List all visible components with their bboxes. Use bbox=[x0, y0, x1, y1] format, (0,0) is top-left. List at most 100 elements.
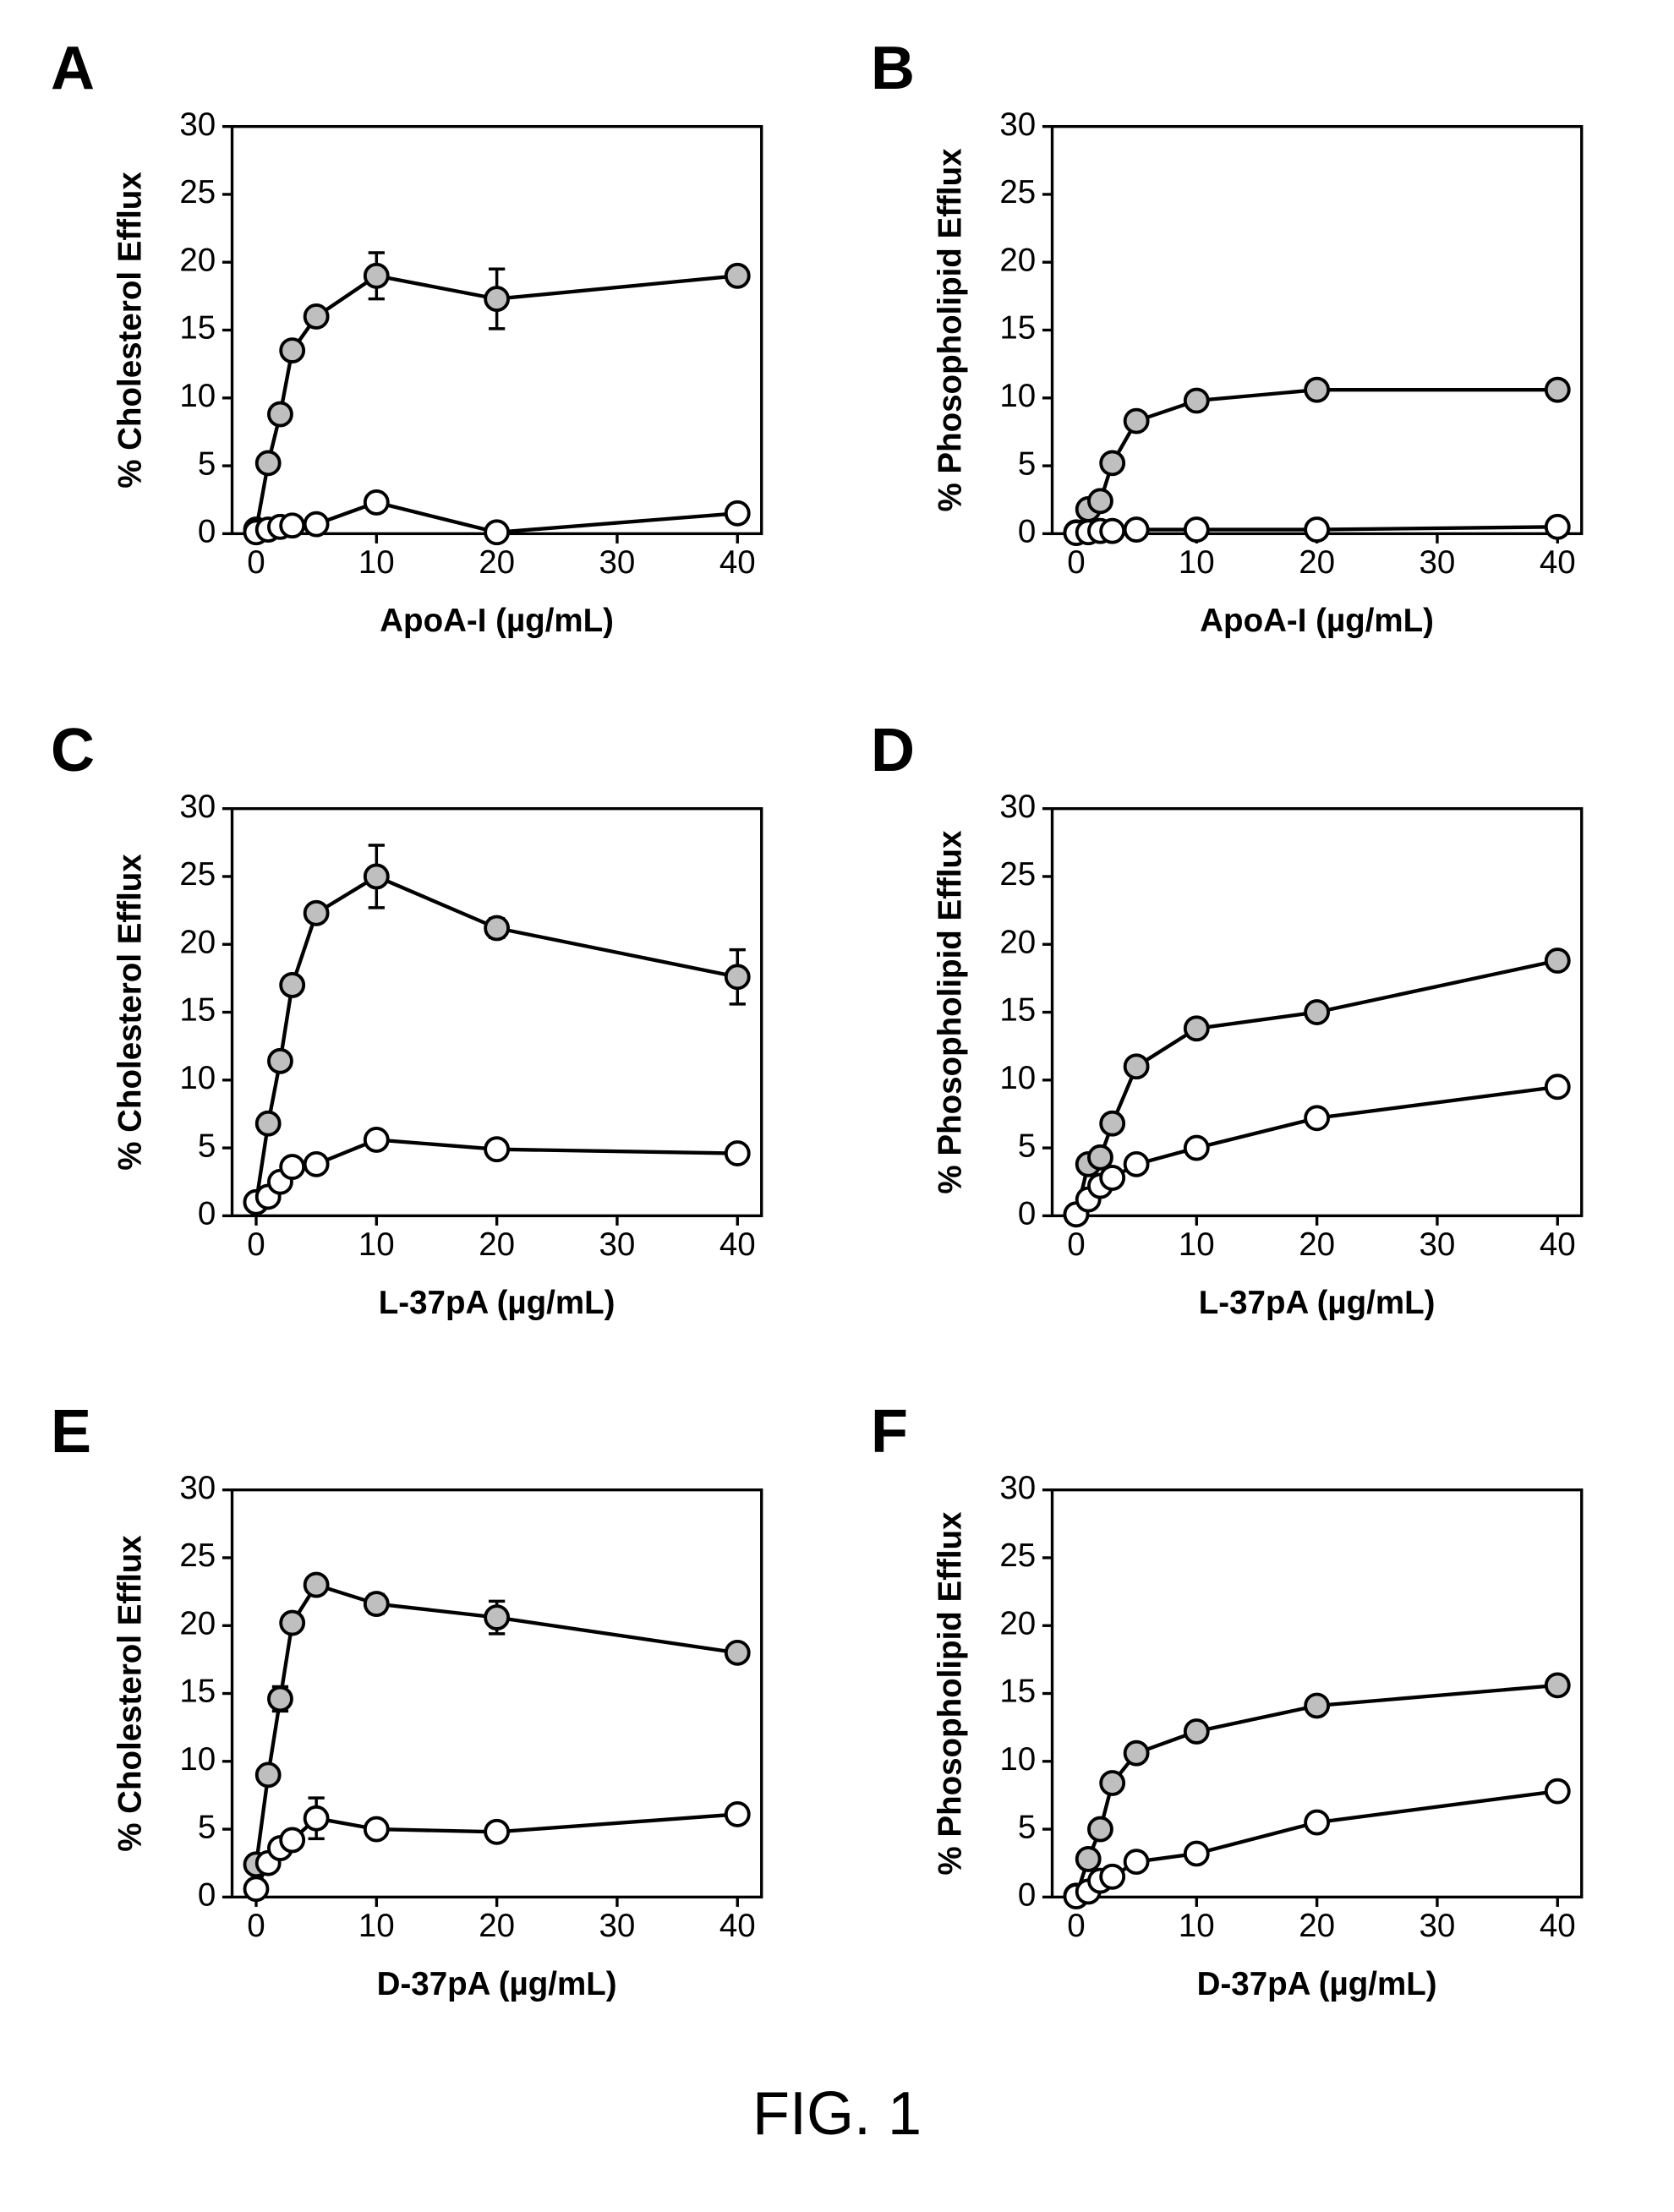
marker-top bbox=[1101, 1111, 1124, 1134]
marker-top bbox=[1185, 390, 1208, 412]
marker-bottom bbox=[365, 1818, 388, 1841]
xtick-label: 40 bbox=[1540, 1226, 1576, 1263]
panel-label-B: B bbox=[871, 34, 915, 103]
ytick-label: 25 bbox=[179, 1537, 216, 1574]
marker-top bbox=[1305, 1001, 1328, 1024]
marker-bottom bbox=[485, 1138, 508, 1161]
marker-bottom bbox=[1101, 1166, 1124, 1189]
panel-E: E051015202530010203040D-37pA (µg/mL)% Ch… bbox=[51, 1397, 803, 2045]
ytick-label: 25 bbox=[999, 174, 1036, 210]
x-axis-label: L-37pA (µg/mL) bbox=[1199, 1285, 1436, 1321]
chart-grid: A051015202530010203040ApoA-I (µg/mL)% Ch… bbox=[51, 34, 1623, 2045]
marker-top bbox=[1101, 451, 1124, 474]
ytick-label: 10 bbox=[179, 378, 216, 414]
marker-top bbox=[1089, 1818, 1112, 1841]
marker-bottom bbox=[726, 1142, 749, 1165]
marker-top bbox=[305, 1574, 328, 1597]
panel-D: D051015202530010203040L-37pA (µg/mL)% Ph… bbox=[871, 716, 1623, 1364]
xtick-label: 20 bbox=[1299, 1908, 1335, 1944]
marker-top bbox=[257, 451, 280, 474]
marker-bottom bbox=[1125, 518, 1148, 541]
ytick-label: 15 bbox=[999, 310, 1036, 347]
marker-top bbox=[1185, 1720, 1208, 1743]
marker-bottom bbox=[281, 1829, 304, 1852]
y-axis-label: % Phosopholipid Efflux bbox=[933, 1511, 969, 1876]
marker-bottom bbox=[726, 1803, 749, 1826]
panel-label-A: A bbox=[51, 34, 95, 103]
marker-top bbox=[257, 1111, 280, 1134]
xtick-label: 0 bbox=[1067, 1908, 1085, 1944]
marker-top bbox=[485, 1606, 508, 1629]
marker-top bbox=[281, 1612, 304, 1635]
ytick-label: 5 bbox=[198, 1128, 216, 1164]
marker-top bbox=[365, 265, 388, 287]
marker-top bbox=[1305, 379, 1328, 401]
xtick-label: 10 bbox=[1179, 1908, 1215, 1944]
marker-top bbox=[1546, 1674, 1569, 1697]
xtick-label: 40 bbox=[719, 1226, 756, 1263]
ytick-label: 10 bbox=[179, 1060, 216, 1096]
marker-bottom bbox=[1546, 1780, 1569, 1803]
ytick-label: 0 bbox=[198, 1877, 216, 1914]
ytick-label: 0 bbox=[198, 514, 216, 550]
marker-top bbox=[305, 305, 328, 328]
x-axis-label: D-37pA (µg/mL) bbox=[1197, 1966, 1437, 2002]
ytick-label: 10 bbox=[999, 1741, 1036, 1778]
marker-bottom bbox=[1125, 1850, 1148, 1873]
marker-top bbox=[257, 1764, 280, 1787]
panel-C: C051015202530010203040L-37pA (µg/mL)% Ch… bbox=[51, 716, 803, 1364]
ytick-label: 30 bbox=[179, 789, 216, 825]
ytick-label: 30 bbox=[999, 789, 1036, 825]
marker-bottom bbox=[1546, 516, 1569, 538]
ytick-label: 25 bbox=[999, 856, 1036, 893]
plot-D: 051015202530010203040L-37pA (µg/mL)% Pho… bbox=[930, 775, 1598, 1347]
ytick-label: 15 bbox=[999, 1674, 1036, 1710]
ytick-label: 20 bbox=[179, 924, 216, 960]
marker-bottom bbox=[1305, 1811, 1328, 1834]
marker-bottom bbox=[1305, 1106, 1328, 1129]
panel-B: B051015202530010203040ApoA-I (µg/mL)% Ph… bbox=[871, 34, 1623, 682]
marker-bottom bbox=[1305, 518, 1328, 541]
marker-top bbox=[1305, 1695, 1328, 1718]
ytick-label: 10 bbox=[179, 1741, 216, 1778]
marker-bottom bbox=[305, 513, 328, 536]
panel-label-C: C bbox=[51, 716, 95, 785]
marker-top bbox=[1101, 1772, 1124, 1794]
ytick-label: 20 bbox=[179, 1606, 216, 1642]
xtick-label: 20 bbox=[1299, 1226, 1335, 1263]
marker-bottom bbox=[485, 1821, 508, 1843]
marker-top bbox=[365, 865, 388, 888]
xtick-label: 0 bbox=[247, 1226, 265, 1263]
marker-top bbox=[365, 1592, 388, 1615]
panel-label-F: F bbox=[871, 1397, 908, 1466]
ytick-label: 15 bbox=[179, 991, 216, 1028]
xtick-label: 20 bbox=[1299, 544, 1335, 581]
marker-top bbox=[1077, 1848, 1100, 1871]
plot-C: 051015202530010203040L-37pA (µg/mL)% Cho… bbox=[110, 775, 778, 1347]
page-root: A051015202530010203040ApoA-I (µg/mL)% Ch… bbox=[0, 0, 1674, 2212]
ytick-label: 15 bbox=[179, 310, 216, 347]
marker-top bbox=[1125, 410, 1148, 433]
ytick-label: 15 bbox=[999, 991, 1036, 1028]
marker-bottom bbox=[281, 514, 304, 537]
marker-top bbox=[1185, 1017, 1208, 1040]
ytick-label: 10 bbox=[999, 378, 1036, 414]
ytick-label: 5 bbox=[1018, 1128, 1036, 1164]
xtick-label: 30 bbox=[599, 1908, 636, 1944]
series-line-bottom bbox=[1076, 1791, 1557, 1896]
series-line-top bbox=[1076, 960, 1557, 1214]
ytick-label: 30 bbox=[999, 107, 1036, 143]
marker-bottom bbox=[1125, 1153, 1148, 1176]
xtick-label: 10 bbox=[358, 544, 395, 581]
ytick-label: 10 bbox=[999, 1060, 1036, 1096]
xtick-label: 30 bbox=[1420, 544, 1456, 581]
ytick-label: 25 bbox=[999, 1537, 1036, 1574]
marker-top bbox=[281, 974, 304, 997]
marker-bottom bbox=[485, 521, 508, 543]
ytick-label: 5 bbox=[198, 445, 216, 482]
marker-top bbox=[281, 339, 304, 362]
ytick-label: 20 bbox=[999, 924, 1036, 960]
xtick-label: 40 bbox=[1540, 544, 1576, 581]
ytick-label: 30 bbox=[999, 1470, 1036, 1506]
xtick-label: 10 bbox=[358, 1226, 395, 1263]
